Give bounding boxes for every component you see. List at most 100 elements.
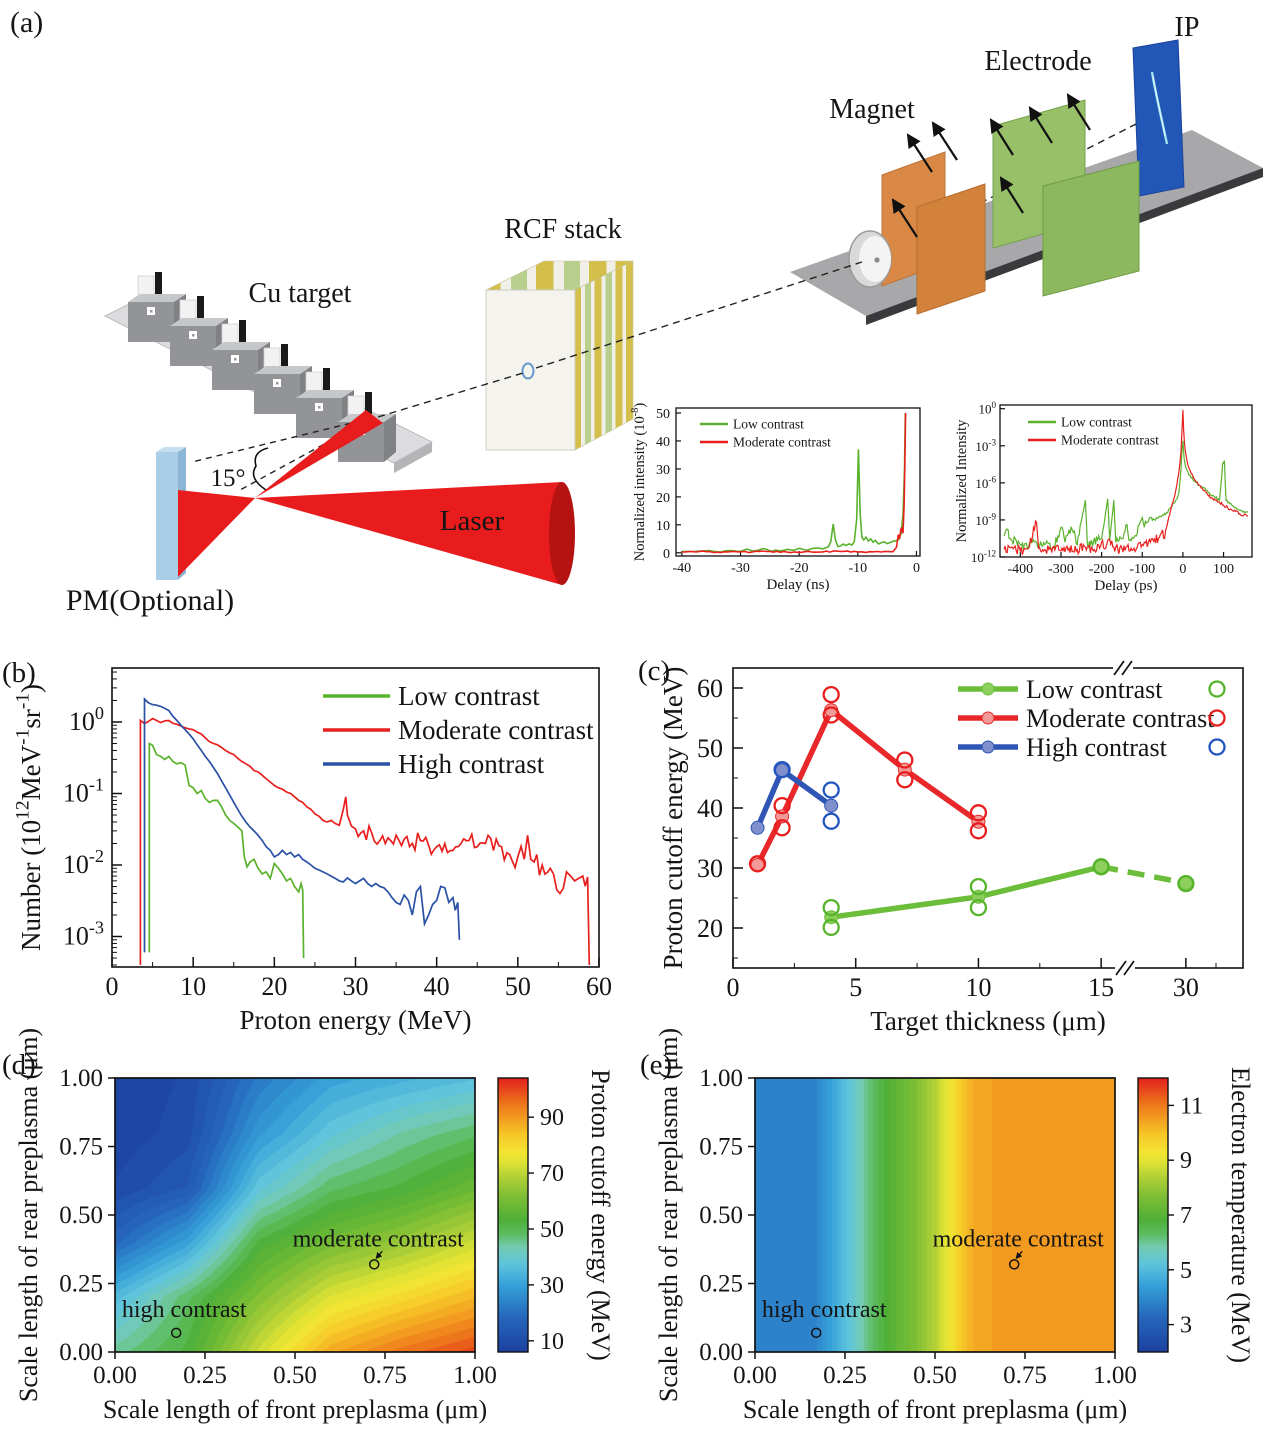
electron-temp-colorbar xyxy=(1138,1078,1168,1352)
axis-text: Moderate contrast xyxy=(733,435,831,450)
axis-text: -200 xyxy=(1089,562,1115,577)
open-data-point xyxy=(822,781,840,799)
axis-text: 60 xyxy=(586,972,612,1001)
axis-text: 0.00 xyxy=(59,1339,103,1366)
panel-c-frame xyxy=(732,667,1244,969)
annotation-marker xyxy=(170,1327,182,1339)
axis-text: 0.25 xyxy=(823,1362,867,1389)
axis-text: 0 xyxy=(106,972,119,1001)
open-data-point xyxy=(773,819,791,837)
series-green xyxy=(681,412,907,553)
series-red xyxy=(681,412,907,554)
series-red xyxy=(139,717,591,966)
axis-text: 50 xyxy=(656,407,670,422)
series-green xyxy=(148,742,305,959)
log-tick-label: 10-3 xyxy=(975,437,996,453)
beam-dashed-1 xyxy=(377,372,524,418)
axis-text: 7 xyxy=(1180,1203,1192,1229)
axis-text: 50 xyxy=(697,734,723,763)
open-data-point xyxy=(822,918,840,937)
field-arrows xyxy=(891,93,1091,238)
axis-text: High contrast xyxy=(1026,733,1168,762)
open-data-point xyxy=(1177,874,1195,893)
axis-text: Moderate contrast xyxy=(1061,433,1159,448)
axis-text: Target thickness (μm) xyxy=(870,1006,1106,1036)
line-Low contrast xyxy=(830,864,1102,920)
panel-e-label: (e) xyxy=(640,1049,672,1081)
axis-text: Low contrast xyxy=(1061,415,1132,430)
open-data-point xyxy=(896,771,914,789)
axis-text: 1.00 xyxy=(453,1362,497,1389)
laser-label: Laser xyxy=(440,505,505,537)
inset-ps-frame xyxy=(999,404,1253,558)
axis-text: 30 xyxy=(343,972,369,1001)
axis-text: 30 xyxy=(656,463,670,478)
axis-text: 1.00 xyxy=(699,1065,743,1092)
axis-text: 5 xyxy=(1180,1258,1192,1284)
open-data-point xyxy=(773,796,791,815)
angle-dashed-1 xyxy=(191,417,373,463)
log-tick-label: 10-9 xyxy=(975,511,996,527)
annotation-label: high contrast xyxy=(762,1297,887,1323)
proton-map-axes: 0.000.00 0.25 0.25 0.50 0.50 0.75 0.75 1.00 1.00… xyxy=(14,1028,615,1424)
axis-text: 11 xyxy=(1180,1093,1203,1119)
cutoff-energy-chart: 20 30 40 50 60 0 5 10 15 30 Target thickness (μm) P… xyxy=(658,660,1244,1036)
inset-delay-ps-chart: 100 10-3 10-6 10-9 10-12 -400 -300 -200 -100 0 100… xyxy=(954,400,1253,594)
annotation-marker xyxy=(368,1259,380,1270)
data-point xyxy=(750,820,765,835)
axis-text: 30 xyxy=(697,854,723,883)
axis-text: 3 xyxy=(1180,1313,1192,1339)
axis-text: -300 xyxy=(1048,562,1074,577)
laser-focus-beam xyxy=(255,410,383,498)
axis-text: 20 xyxy=(697,914,723,943)
temp-map-axes: 0.000.00 0.25 0.25 0.50 0.50 0.75 0.75 1.00 1.00… xyxy=(654,1028,1255,1424)
inset-ps-series xyxy=(1003,409,1249,556)
axis-text: 0.50 xyxy=(699,1202,743,1229)
axis-text: -40 xyxy=(673,561,692,576)
axis-text: Scale length of front preplasma (μm) xyxy=(743,1395,1127,1424)
open-data-point xyxy=(969,898,988,917)
magnet-label: Magnet xyxy=(829,94,915,125)
axis-text: High contrast xyxy=(398,749,545,779)
axis-text: Proton energy (MeV) xyxy=(240,1005,472,1035)
series-green xyxy=(1003,440,1249,551)
ip-label: IP xyxy=(1175,12,1200,43)
axis-label: Proton cutoff energy (MeV) xyxy=(586,1069,615,1360)
axis-text: 70 xyxy=(540,1161,564,1187)
axis-text: 1.00 xyxy=(1093,1362,1137,1389)
cu-target-holder xyxy=(296,368,354,438)
annotation-marker xyxy=(1008,1259,1020,1270)
open-data-point xyxy=(969,822,988,840)
axis-text: 20 xyxy=(656,491,670,506)
axis-text: 40 xyxy=(424,972,450,1001)
axis-label: Normalized Intensity xyxy=(954,419,970,543)
axis-text: -10 xyxy=(848,561,867,576)
rcf-pinhole xyxy=(521,362,535,380)
log-tick-label: 10-3 xyxy=(63,918,104,951)
axis-text: 0.50 xyxy=(273,1362,317,1389)
inset-ns-series xyxy=(681,412,907,554)
open-data-point xyxy=(822,685,840,704)
open-data-point xyxy=(1092,858,1110,876)
open-data-point xyxy=(896,751,914,769)
axis-text: 5 xyxy=(849,973,862,1002)
axis-text: 100 xyxy=(1213,562,1234,577)
axis-text: 0.75 xyxy=(699,1134,743,1161)
axis-text: 40 xyxy=(697,794,723,823)
rcf-stack xyxy=(485,260,634,451)
axis-text: 30 xyxy=(1173,973,1199,1002)
axis-text: 0 xyxy=(1179,562,1186,577)
data-point xyxy=(824,798,839,813)
axis-text: 0.75 xyxy=(363,1362,407,1389)
axis-text: 0.00 xyxy=(699,1339,743,1366)
electrode-plates xyxy=(992,99,1140,297)
open-data-point xyxy=(969,804,988,822)
beam-dashed-2 xyxy=(535,261,863,369)
axis-text: Moderate contrast xyxy=(398,715,594,745)
pinhole-disk xyxy=(848,230,892,288)
axis-text: 0.75 xyxy=(1003,1362,1047,1389)
axis-label: Number (1012MeV-1sr-1) xyxy=(13,684,46,951)
axis-text: 30 xyxy=(540,1273,564,1299)
